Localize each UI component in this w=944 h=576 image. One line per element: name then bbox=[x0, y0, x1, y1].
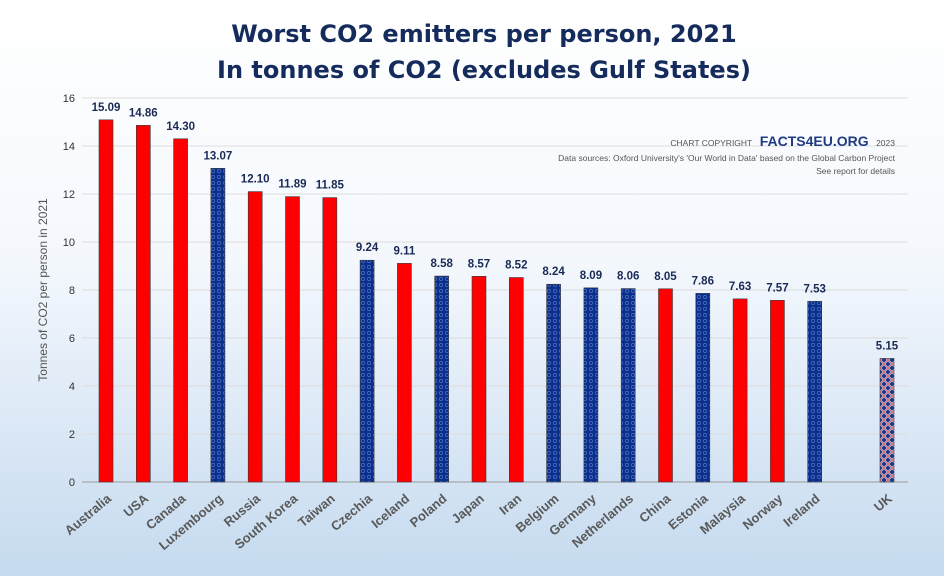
data-label: 7.63 bbox=[729, 281, 751, 293]
bar bbox=[695, 293, 711, 483]
x-tick-label: Poland bbox=[407, 491, 450, 530]
data-label: 9.11 bbox=[394, 245, 416, 257]
x-tick-label: USA bbox=[121, 490, 152, 520]
y-tick-label: 0 bbox=[69, 477, 75, 489]
credit-brand: FACTS4EU.ORG bbox=[760, 133, 869, 149]
bar bbox=[210, 168, 226, 483]
chart-title: Worst CO2 emitters per person, 2021 bbox=[231, 20, 736, 48]
bar bbox=[732, 298, 748, 483]
data-label: 8.52 bbox=[505, 260, 527, 272]
x-tick-label: Czechia bbox=[328, 490, 376, 534]
x-tick-label: Japan bbox=[449, 491, 487, 527]
data-source-line: Data sources: Oxford University's 'Our W… bbox=[558, 153, 895, 163]
x-tick-label: Ireland bbox=[780, 491, 822, 530]
y-axis-label: Tonnes of CO2 per person in 2021 bbox=[36, 198, 50, 382]
bar bbox=[471, 276, 487, 483]
y-tick-label: 12 bbox=[63, 189, 75, 201]
bar bbox=[508, 277, 524, 483]
credit-year: 2023 bbox=[876, 138, 895, 148]
y-tick-label: 6 bbox=[69, 333, 75, 345]
bar bbox=[397, 263, 412, 483]
report-note: See report for details bbox=[816, 166, 895, 176]
data-label: 9.24 bbox=[356, 242, 379, 254]
data-label: 8.57 bbox=[468, 258, 490, 270]
y-axis-ticks: 0 2 4 6 8 10 12 14 16 bbox=[63, 93, 75, 489]
data-label: 12.10 bbox=[241, 174, 270, 186]
bar bbox=[807, 300, 823, 483]
data-label: 8.09 bbox=[580, 270, 602, 282]
data-label: 14.30 bbox=[166, 121, 195, 133]
x-tick-label: Iceland bbox=[368, 491, 412, 531]
bars bbox=[98, 119, 895, 483]
bar bbox=[546, 283, 561, 483]
data-label: 7.57 bbox=[766, 282, 788, 294]
bar bbox=[583, 287, 599, 483]
y-tick-label: 8 bbox=[69, 285, 75, 297]
credit-prefix: CHART COPYRIGHT bbox=[670, 138, 752, 148]
data-label: 8.05 bbox=[654, 271, 677, 283]
bar bbox=[434, 275, 450, 483]
chart-credit: CHART COPYRIGHT FACTS4EU.ORG 2023 Data s… bbox=[558, 133, 895, 176]
data-label: 5.15 bbox=[876, 340, 899, 352]
bar bbox=[136, 125, 151, 483]
bar bbox=[285, 196, 300, 483]
bar bbox=[247, 191, 263, 483]
y-tick-label: 4 bbox=[69, 381, 75, 393]
bar bbox=[173, 138, 188, 483]
bar bbox=[322, 197, 338, 483]
data-label: 7.53 bbox=[804, 283, 826, 295]
svg-text:CHART COPYRIGHT FACTS4EU: CHART COPYRIGHT FACTS4EU.ORG 2023 bbox=[670, 133, 895, 150]
bar bbox=[658, 288, 673, 483]
bar bbox=[620, 288, 636, 483]
data-label: 7.86 bbox=[692, 275, 714, 287]
y-tick-label: 14 bbox=[63, 141, 75, 153]
x-tick-label: Iran bbox=[496, 491, 524, 518]
x-tick-label: Norway bbox=[740, 490, 786, 532]
data-label: 14.86 bbox=[129, 107, 158, 119]
bar bbox=[879, 358, 895, 483]
x-axis-ticks: Australia USACanadaLuxembourgRussiaSouth … bbox=[62, 490, 896, 553]
y-tick-label: 16 bbox=[63, 93, 75, 105]
data-label: 13.07 bbox=[204, 150, 233, 162]
data-label: 8.24 bbox=[542, 266, 565, 278]
data-label: 15.09 bbox=[92, 102, 121, 114]
data-labels: 15.09 14.86 14.30 13.07 12.10 11.89 11.85 9.24 9… bbox=[92, 102, 899, 353]
y-tick-label: 10 bbox=[63, 237, 75, 249]
bar bbox=[98, 119, 114, 483]
data-label: 8.58 bbox=[431, 258, 454, 270]
bar bbox=[770, 300, 785, 483]
data-label: 11.89 bbox=[278, 179, 306, 191]
y-tick-label: 2 bbox=[69, 429, 75, 441]
x-tick-label: UK bbox=[871, 490, 895, 514]
data-label: 8.06 bbox=[617, 271, 639, 283]
bar bbox=[359, 259, 375, 483]
chart-subtitle: In tonnes of CO2 (excludes Gulf States) bbox=[217, 56, 751, 84]
data-label: 11.85 bbox=[316, 180, 345, 192]
x-tick-label: Australia bbox=[62, 490, 115, 538]
